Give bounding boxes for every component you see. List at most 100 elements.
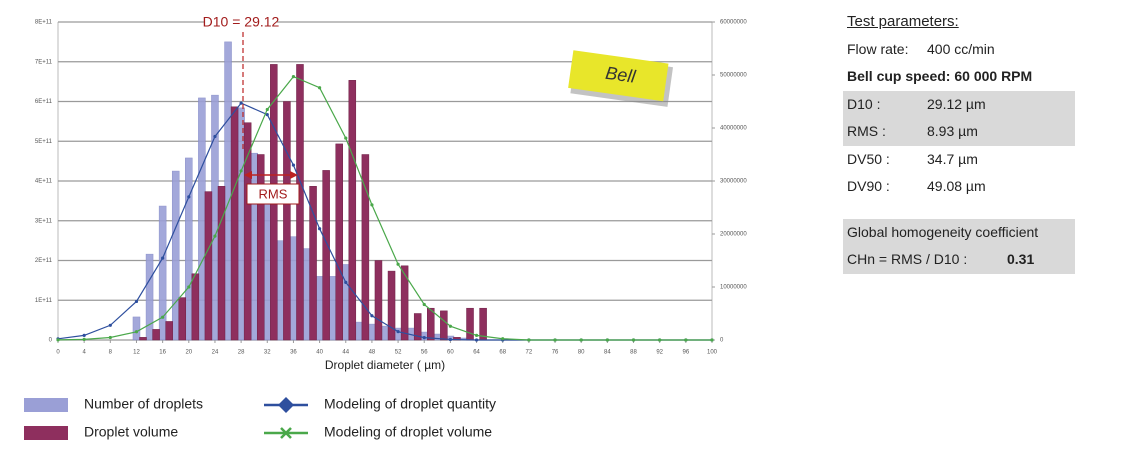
model-point <box>396 262 400 266</box>
model-point <box>474 338 479 342</box>
param-row: D10 : 29.12 µm <box>843 90 1075 118</box>
x-tick-label: 60 <box>447 350 454 356</box>
homogeneity-row: CHn = RMS / D10 : 0.31 <box>843 246 1075 274</box>
bar <box>217 186 226 341</box>
model-line <box>57 75 712 341</box>
model-point <box>605 338 609 342</box>
bar <box>158 205 167 341</box>
model-point <box>187 285 191 289</box>
model-point <box>291 163 296 167</box>
panel-title: Test parameters: <box>847 13 959 30</box>
bar <box>368 323 376 341</box>
model-point <box>265 107 269 112</box>
x-tick-label: 88 <box>630 350 637 356</box>
model-point <box>370 314 374 318</box>
model-point <box>318 227 322 231</box>
param-row: RMS : 8.93 µm <box>843 118 1075 146</box>
model-point <box>134 330 139 334</box>
bar <box>479 307 487 341</box>
y2-tick-label: 40000000 <box>720 126 747 132</box>
bar <box>322 170 330 341</box>
param-row: Bell cup speed: 60 000 RPM <box>847 68 1033 84</box>
bell-tag: Bell <box>568 50 674 107</box>
bar <box>139 337 147 341</box>
bar <box>466 307 474 341</box>
param-value: 34.7 µm <box>927 150 978 167</box>
bar <box>302 248 311 341</box>
model-point <box>422 302 426 307</box>
x-tick-label: 72 <box>526 350 533 356</box>
model-point <box>527 338 531 342</box>
x-tick-label: 76 <box>552 350 559 356</box>
legend-label: Droplet volume <box>84 424 178 440</box>
model-point <box>396 330 400 334</box>
bar <box>230 106 239 341</box>
bar <box>165 321 173 341</box>
param-key: DV90 : <box>847 178 890 194</box>
x-tick-label: 44 <box>342 350 349 356</box>
test-parameters: Test parameters: Flow rate: 400 cc/min Be… <box>843 8 1075 274</box>
legend-marker <box>280 427 292 439</box>
bar <box>191 273 200 341</box>
x-tick-label: 20 <box>185 350 192 356</box>
bell-label: Bell <box>604 63 637 87</box>
model-line <box>57 102 712 341</box>
param-key: DV50 : <box>847 150 890 167</box>
model-point <box>344 136 348 140</box>
chart: Droplet diameter ( µm) 0 1E+11 2E+11 3E+11 4… <box>24 12 747 440</box>
model-point <box>710 338 714 342</box>
model-point <box>422 336 426 340</box>
model-point <box>134 299 139 304</box>
x-tick-label: 28 <box>238 350 245 356</box>
homogeneity-value: 0.31 <box>1007 251 1035 267</box>
legend-label: Number of droplets <box>84 396 203 412</box>
x-tick-label: 8 <box>109 350 113 356</box>
model-point <box>239 101 243 105</box>
bar <box>328 276 337 341</box>
bar <box>315 276 324 341</box>
model-point <box>448 337 452 342</box>
rms-box <box>246 183 300 205</box>
x-tick-label: 12 <box>133 350 140 356</box>
y-tick-label: 2E+11 <box>35 258 53 264</box>
x-tick-label: 32 <box>264 350 271 356</box>
bar <box>171 170 180 341</box>
y-tick-label: 5E+11 <box>35 139 53 145</box>
y-tick-label: 7E+11 <box>35 59 53 65</box>
param-row: DV50 : 34.7 µm <box>843 146 1075 174</box>
x-tick-label: 48 <box>369 350 376 356</box>
bar <box>381 325 389 341</box>
homogeneity-label: CHn = RMS / D10 : <box>847 251 968 267</box>
param-value: 29.12 µm <box>927 95 986 112</box>
x-tick-label: 92 <box>656 350 663 356</box>
param-key: D10 : <box>847 95 881 112</box>
y-tick-label: 1E+11 <box>35 298 53 304</box>
x-tick-label: 16 <box>159 350 166 356</box>
model-point <box>318 86 322 90</box>
bar <box>276 240 285 341</box>
model-point <box>213 234 217 238</box>
y2-tick-label: 20000000 <box>720 232 747 238</box>
d10-bg <box>205 12 277 32</box>
y-tick-label: 6E+11 <box>35 99 53 105</box>
x-tick-label: 36 <box>290 350 297 356</box>
d10-label: D10 = 29.12 <box>203 14 280 30</box>
model-point <box>474 333 479 337</box>
model-point <box>291 74 296 79</box>
bell-bg <box>568 50 669 102</box>
bar <box>185 157 193 341</box>
bar <box>237 107 245 341</box>
bar <box>374 260 383 341</box>
model-point <box>187 195 191 199</box>
bar <box>427 307 435 341</box>
model-point <box>161 315 165 319</box>
model-point <box>82 333 86 337</box>
param-key: RMS : <box>847 123 886 139</box>
bar <box>145 253 154 341</box>
bar <box>178 297 187 341</box>
param-value: 8.93 µm <box>927 123 978 139</box>
x-tick-label: 0 <box>56 350 60 356</box>
param-row: DV90 : 49.08 µm <box>843 173 1075 201</box>
bar <box>198 97 206 341</box>
legend-swatch <box>24 426 68 440</box>
